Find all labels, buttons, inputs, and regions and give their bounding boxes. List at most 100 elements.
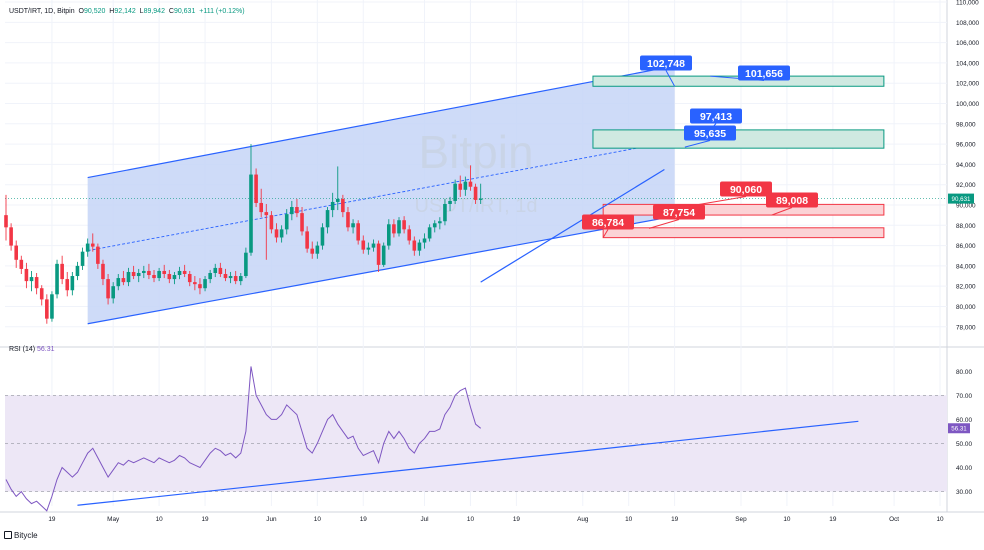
candle-body (468, 181, 473, 187)
candle-body (90, 243, 95, 247)
price-tick-label: 110,000 (956, 0, 979, 7)
candle-body (453, 183, 457, 201)
candle-body (259, 202, 263, 213)
rsi-axis[interactable]: 30.00 40.00 50.00 60.00 70.00 80.00 56.31 (948, 369, 972, 496)
candle-body (269, 215, 274, 230)
price-tick-label: 82,000 (956, 284, 976, 291)
open-value: 90,520 (83, 8, 106, 15)
candle-body (300, 213, 304, 232)
candle-body (9, 227, 13, 246)
price-tick-label: 92,000 (956, 182, 976, 189)
rsi-tick-label: 70.00 (956, 393, 972, 400)
candle-body (19, 259, 24, 269)
candle-body (75, 265, 80, 277)
candle-body (422, 238, 427, 243)
time-tick-label: 19 (513, 516, 521, 523)
last-price-tag (948, 193, 974, 204)
callout-sup-a-pointer (689, 196, 747, 207)
rsi-last-tag (948, 423, 970, 434)
rsi-tick-label: 50.00 (956, 441, 972, 448)
candle-body (45, 299, 49, 319)
price-tick-label: 78,000 (956, 324, 976, 331)
candle-body (432, 223, 437, 228)
candle-body (29, 277, 34, 282)
candle-body (182, 270, 187, 275)
candle-body (55, 263, 59, 295)
callout-sup-d-label: 86,784 (592, 217, 624, 229)
brand-footer: Bitycle (4, 531, 38, 540)
candle-body (60, 263, 64, 280)
time-tick-label: 19 (48, 516, 56, 523)
price-tick-label: 98,000 (956, 121, 976, 128)
price-tick-label: 100,000 (956, 101, 980, 108)
callout-sup-b-box (766, 192, 818, 208)
callout-sup-c-box (653, 204, 705, 220)
candle-body (116, 278, 121, 287)
candle-body (315, 245, 320, 254)
callout-res-mid-right-label: 95,635 (694, 128, 726, 140)
rsi-line (5, 366, 482, 512)
channel-upper-line (87, 65, 675, 179)
callout-res-mid-left-label: 97,413 (700, 111, 732, 123)
candle-body (136, 272, 141, 277)
candle-body (438, 221, 442, 224)
candle-body (233, 276, 238, 282)
candle-body (147, 270, 151, 276)
candle-body (473, 186, 478, 200)
candle-body (448, 200, 452, 204)
price-tick-label: 84,000 (956, 263, 976, 270)
callout-res-mid-right-box (684, 125, 736, 141)
candle-body (4, 215, 8, 228)
candle-body (157, 270, 161, 279)
candle-body (254, 174, 258, 203)
candle-body (341, 198, 345, 213)
callout-sup-d-pointer (602, 229, 609, 238)
candle-body (335, 198, 340, 202)
close-label: C (168, 8, 174, 15)
candle-body (218, 267, 223, 275)
price-tick-label: 104,000 (956, 60, 980, 67)
price-tick-label: 86,000 (956, 243, 976, 250)
candle-body (361, 240, 366, 250)
callout-sup-c-label: 87,754 (663, 207, 695, 219)
callout-sup-d-box (582, 214, 634, 230)
rsi-value: 56.31 (37, 346, 55, 353)
rsi-pane (5, 366, 947, 512)
candle-body (187, 274, 192, 283)
price-tick-label: 80,000 (956, 304, 976, 311)
candle-body (381, 245, 386, 265)
ascending-channel (87, 65, 675, 325)
price-tick-label: 108,000 (956, 20, 980, 27)
support-zone-lower (602, 227, 885, 239)
candle-body (142, 270, 146, 273)
callout-res-mid-left-box (690, 108, 742, 124)
price-axis[interactable]: 78,000 80,000 82,000 84,000 86,000 88,000 90,0… (948, 0, 980, 331)
price-tick-label: 96,000 (956, 142, 976, 149)
candle-body (305, 231, 309, 249)
time-tick-label: 10 (467, 516, 475, 523)
candle-body (34, 277, 39, 289)
time-tick-label: 10 (156, 516, 164, 523)
candle-body (463, 181, 468, 190)
candle-body (244, 252, 248, 277)
channel-mid-line (87, 140, 675, 252)
time-tick-label: Oct (889, 516, 899, 523)
time-tick-label: Sep (735, 516, 747, 523)
symbol-label: USDT/IRT, 1D, Bitpin (9, 8, 75, 15)
channel-fill (87, 65, 675, 324)
candle-body (417, 242, 422, 251)
ascending-trendline (480, 168, 665, 283)
candle-body (121, 278, 126, 283)
price-tick-label: 90,000 (956, 202, 976, 209)
candle-body (172, 275, 177, 280)
candle-body (458, 183, 463, 190)
candle-body (177, 270, 182, 276)
callout-sup-a-box (720, 181, 772, 197)
time-tick-label: 19 (202, 516, 210, 523)
watermark-name: Bitpin (418, 126, 533, 178)
candle-body (131, 271, 136, 277)
time-axis[interactable]: 19 May 10 19 Jun 10 19 Jul 10 19 Aug 10 19 Sep 10 19 Oct… (48, 516, 944, 523)
candle-body (330, 201, 335, 211)
